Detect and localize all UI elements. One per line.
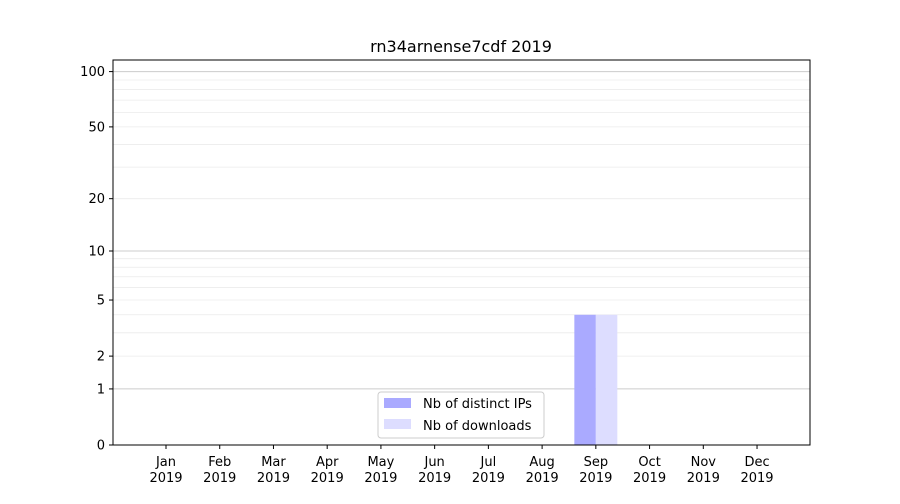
y-tick-label: 10 [88, 244, 105, 259]
y-tick-label: 2 [97, 350, 105, 365]
x-tick-label: Apr 2019 [311, 455, 344, 486]
plot-frame [112, 59, 811, 446]
y-axis: 0 1 2 5 10 20 50 100 [80, 65, 113, 454]
x-axis: Jan 2019 Feb 2019 Mar 2019 Apr 2019 May 2019 Jun 20… [149, 445, 774, 486]
legend-label-downloads: Nb of downloads [423, 419, 532, 434]
x-tick-label: Mar 2019 [257, 455, 290, 486]
legend-swatch-ips [384, 398, 411, 408]
y-tick-label: 100 [80, 65, 105, 80]
bar-downloads [595, 314, 618, 445]
y-tick-label: 1 [97, 382, 105, 397]
y-tick-label: 20 [88, 192, 105, 207]
legend-label-ips: Nb of distinct IPs [423, 397, 532, 412]
legend: Nb of distinct IPs Nb of downloads [377, 391, 545, 439]
y-tick-label: 0 [97, 439, 105, 454]
bars [574, 314, 618, 445]
bar-distinct-ips [574, 314, 596, 445]
x-tick-label: Jun 2019 [418, 455, 451, 486]
x-tick-label: Oct 2019 [633, 455, 666, 486]
x-tick-label: Jan 2019 [149, 455, 182, 486]
x-tick-label: Nov 2019 [687, 455, 720, 486]
x-tick-label: Sep 2019 [579, 455, 612, 486]
chart-title: rn34arnense7cdf 2019 [370, 37, 552, 56]
x-tick-label: Jul 2019 [472, 455, 505, 486]
x-tick-label: Aug 2019 [526, 455, 559, 486]
y-tick-label: 5 [97, 294, 105, 309]
x-tick-label: May 2019 [364, 455, 397, 486]
legend-swatch-downloads [384, 419, 411, 429]
legend-box [377, 391, 545, 439]
y-tick-label: 50 [88, 120, 105, 135]
x-tick-label: Dec 2019 [740, 455, 773, 486]
x-tick-label: Feb 2019 [203, 455, 236, 486]
grid [113, 71, 810, 390]
